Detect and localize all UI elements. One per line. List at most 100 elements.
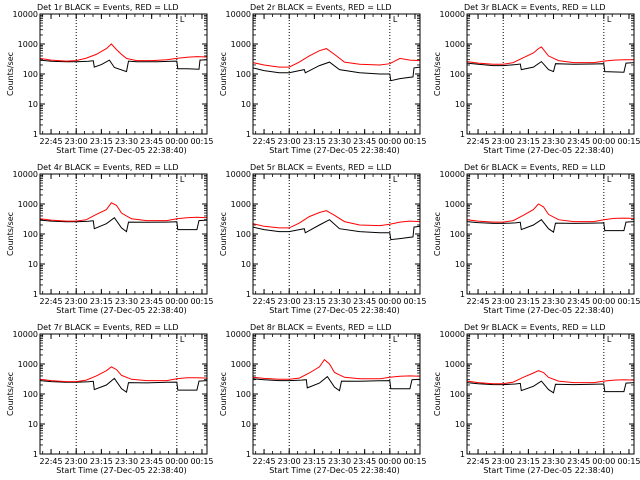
x-tick-label: 00:00 (592, 457, 615, 466)
x-tick-label: 00:00 (165, 297, 188, 306)
x-tick-label: 23:45 (353, 137, 376, 146)
y-axis-label: Counts/sec (6, 212, 15, 256)
annotation-label: L (180, 335, 185, 344)
x-tick-label: 23:15 (303, 137, 326, 146)
x-tick-label: 23:00 (278, 457, 301, 466)
x-tick-label: 23:15 (90, 457, 113, 466)
x-tick-label: 22:45 (467, 297, 490, 306)
plot-frame (466, 13, 635, 135)
x-tick-label: 00:15 (617, 137, 640, 146)
y-tick-label: 10 (455, 100, 465, 109)
y-tick-label: 1 (460, 290, 465, 299)
x-axis-label: Start Time (27-Dec-05 22:38:40) (56, 146, 187, 155)
y-tick-label: 10 (28, 100, 38, 109)
x-tick-label: 00:00 (592, 137, 615, 146)
x-axis-label: Start Time (27-Dec-05 22:38:40) (269, 466, 400, 475)
y-tick-label: 10000 (13, 330, 38, 339)
y-tick-label: 1000 (18, 200, 38, 209)
annotation-label: L (180, 15, 185, 24)
y-tick-label: 10000 (13, 10, 38, 19)
series-lld-line (466, 370, 635, 385)
y-axis-label: Counts/sec (219, 52, 228, 96)
x-tick-label: 00:15 (403, 137, 426, 146)
y-tick-label: 10 (241, 420, 251, 429)
x-tick-label: 23:30 (542, 137, 565, 146)
chart-title: Det 1r BLACK = Events, RED = LLD (37, 3, 179, 12)
y-tick-label: 10000 (13, 170, 38, 179)
plot-frame (252, 13, 421, 135)
y-tick-label: 100 (23, 230, 38, 239)
x-tick-label: 00:15 (617, 297, 640, 306)
y-tick-label: 1000 (445, 360, 465, 369)
series-lld-line (466, 46, 634, 65)
y-tick-label: 1 (246, 290, 251, 299)
y-tick-label: 1000 (18, 360, 38, 369)
x-tick-label: 23:00 (65, 457, 88, 466)
y-tick-label: 1 (246, 450, 251, 459)
x-tick-label: 22:45 (253, 137, 276, 146)
series-events-line (466, 380, 635, 394)
x-tick-label: 23:15 (517, 297, 540, 306)
x-tick-label: 23:30 (328, 457, 351, 466)
x-tick-label: 23:45 (353, 457, 376, 466)
series-events-line (39, 377, 208, 394)
plot-frame (466, 333, 635, 455)
y-tick-label: 10 (241, 100, 251, 109)
y-tick-label: 1000 (231, 360, 251, 369)
x-tick-label: 00:15 (190, 297, 213, 306)
x-tick-label: 23:30 (115, 457, 138, 466)
series-events-line (252, 375, 421, 392)
chart-title: Det 9r BLACK = Events, RED = LLD (464, 323, 606, 332)
y-tick-label: 1000 (231, 200, 251, 209)
plot-frame (252, 173, 421, 295)
series-lld-line (252, 358, 421, 380)
y-tick-label: 10 (28, 420, 38, 429)
y-tick-label: 100 (23, 390, 38, 399)
plot-frame (252, 333, 421, 455)
plot-frame (466, 173, 635, 295)
x-tick-label: 00:00 (378, 457, 401, 466)
x-tick-label: 23:30 (115, 137, 138, 146)
y-tick-label: 100 (450, 390, 465, 399)
x-axis-label: Start Time (27-Dec-05 22:38:40) (483, 146, 614, 155)
x-tick-label: 23:00 (278, 137, 301, 146)
x-tick-label: 23:30 (542, 297, 565, 306)
y-axis-label: Counts/sec (6, 372, 15, 416)
x-tick-label: 23:00 (278, 297, 301, 306)
y-tick-label: 1000 (445, 200, 465, 209)
annotation-label: L (180, 175, 185, 184)
y-axis-label: Counts/sec (433, 212, 442, 256)
y-tick-label: 1 (246, 130, 251, 139)
x-tick-label: 00:15 (190, 137, 213, 146)
x-tick-label: 23:45 (140, 297, 163, 306)
x-tick-label: 23:15 (90, 297, 113, 306)
chart-title: Det 3r BLACK = Events, RED = LLD (464, 3, 606, 12)
x-axis-label: Start Time (27-Dec-05 22:38:40) (483, 466, 614, 475)
series-lld-line (39, 202, 208, 222)
y-axis-label: Counts/sec (6, 52, 15, 96)
y-tick-label: 10000 (440, 10, 465, 19)
x-tick-label: 23:45 (567, 137, 590, 146)
x-tick-label: 23:30 (542, 457, 565, 466)
y-axis-label: Counts/sec (433, 52, 442, 96)
x-tick-label: 23:00 (492, 297, 515, 306)
annotation-label: L (393, 175, 398, 184)
series-events-line (466, 219, 635, 234)
y-tick-label: 100 (450, 70, 465, 79)
x-tick-label: 23:00 (492, 457, 515, 466)
x-tick-label: 22:45 (40, 137, 63, 146)
x-tick-label: 22:45 (40, 297, 63, 306)
y-axis-label: Counts/sec (219, 212, 228, 256)
x-tick-label: 00:00 (378, 137, 401, 146)
chart-title: Det 4r BLACK = Events, RED = LLD (37, 163, 179, 172)
y-tick-label: 10 (241, 260, 251, 269)
y-tick-label: 100 (236, 70, 251, 79)
series-lld-line (466, 203, 635, 223)
y-tick-label: 1 (460, 130, 465, 139)
x-tick-label: 23:45 (353, 297, 376, 306)
x-tick-label: 22:45 (467, 137, 490, 146)
series-lld-line (252, 48, 421, 68)
